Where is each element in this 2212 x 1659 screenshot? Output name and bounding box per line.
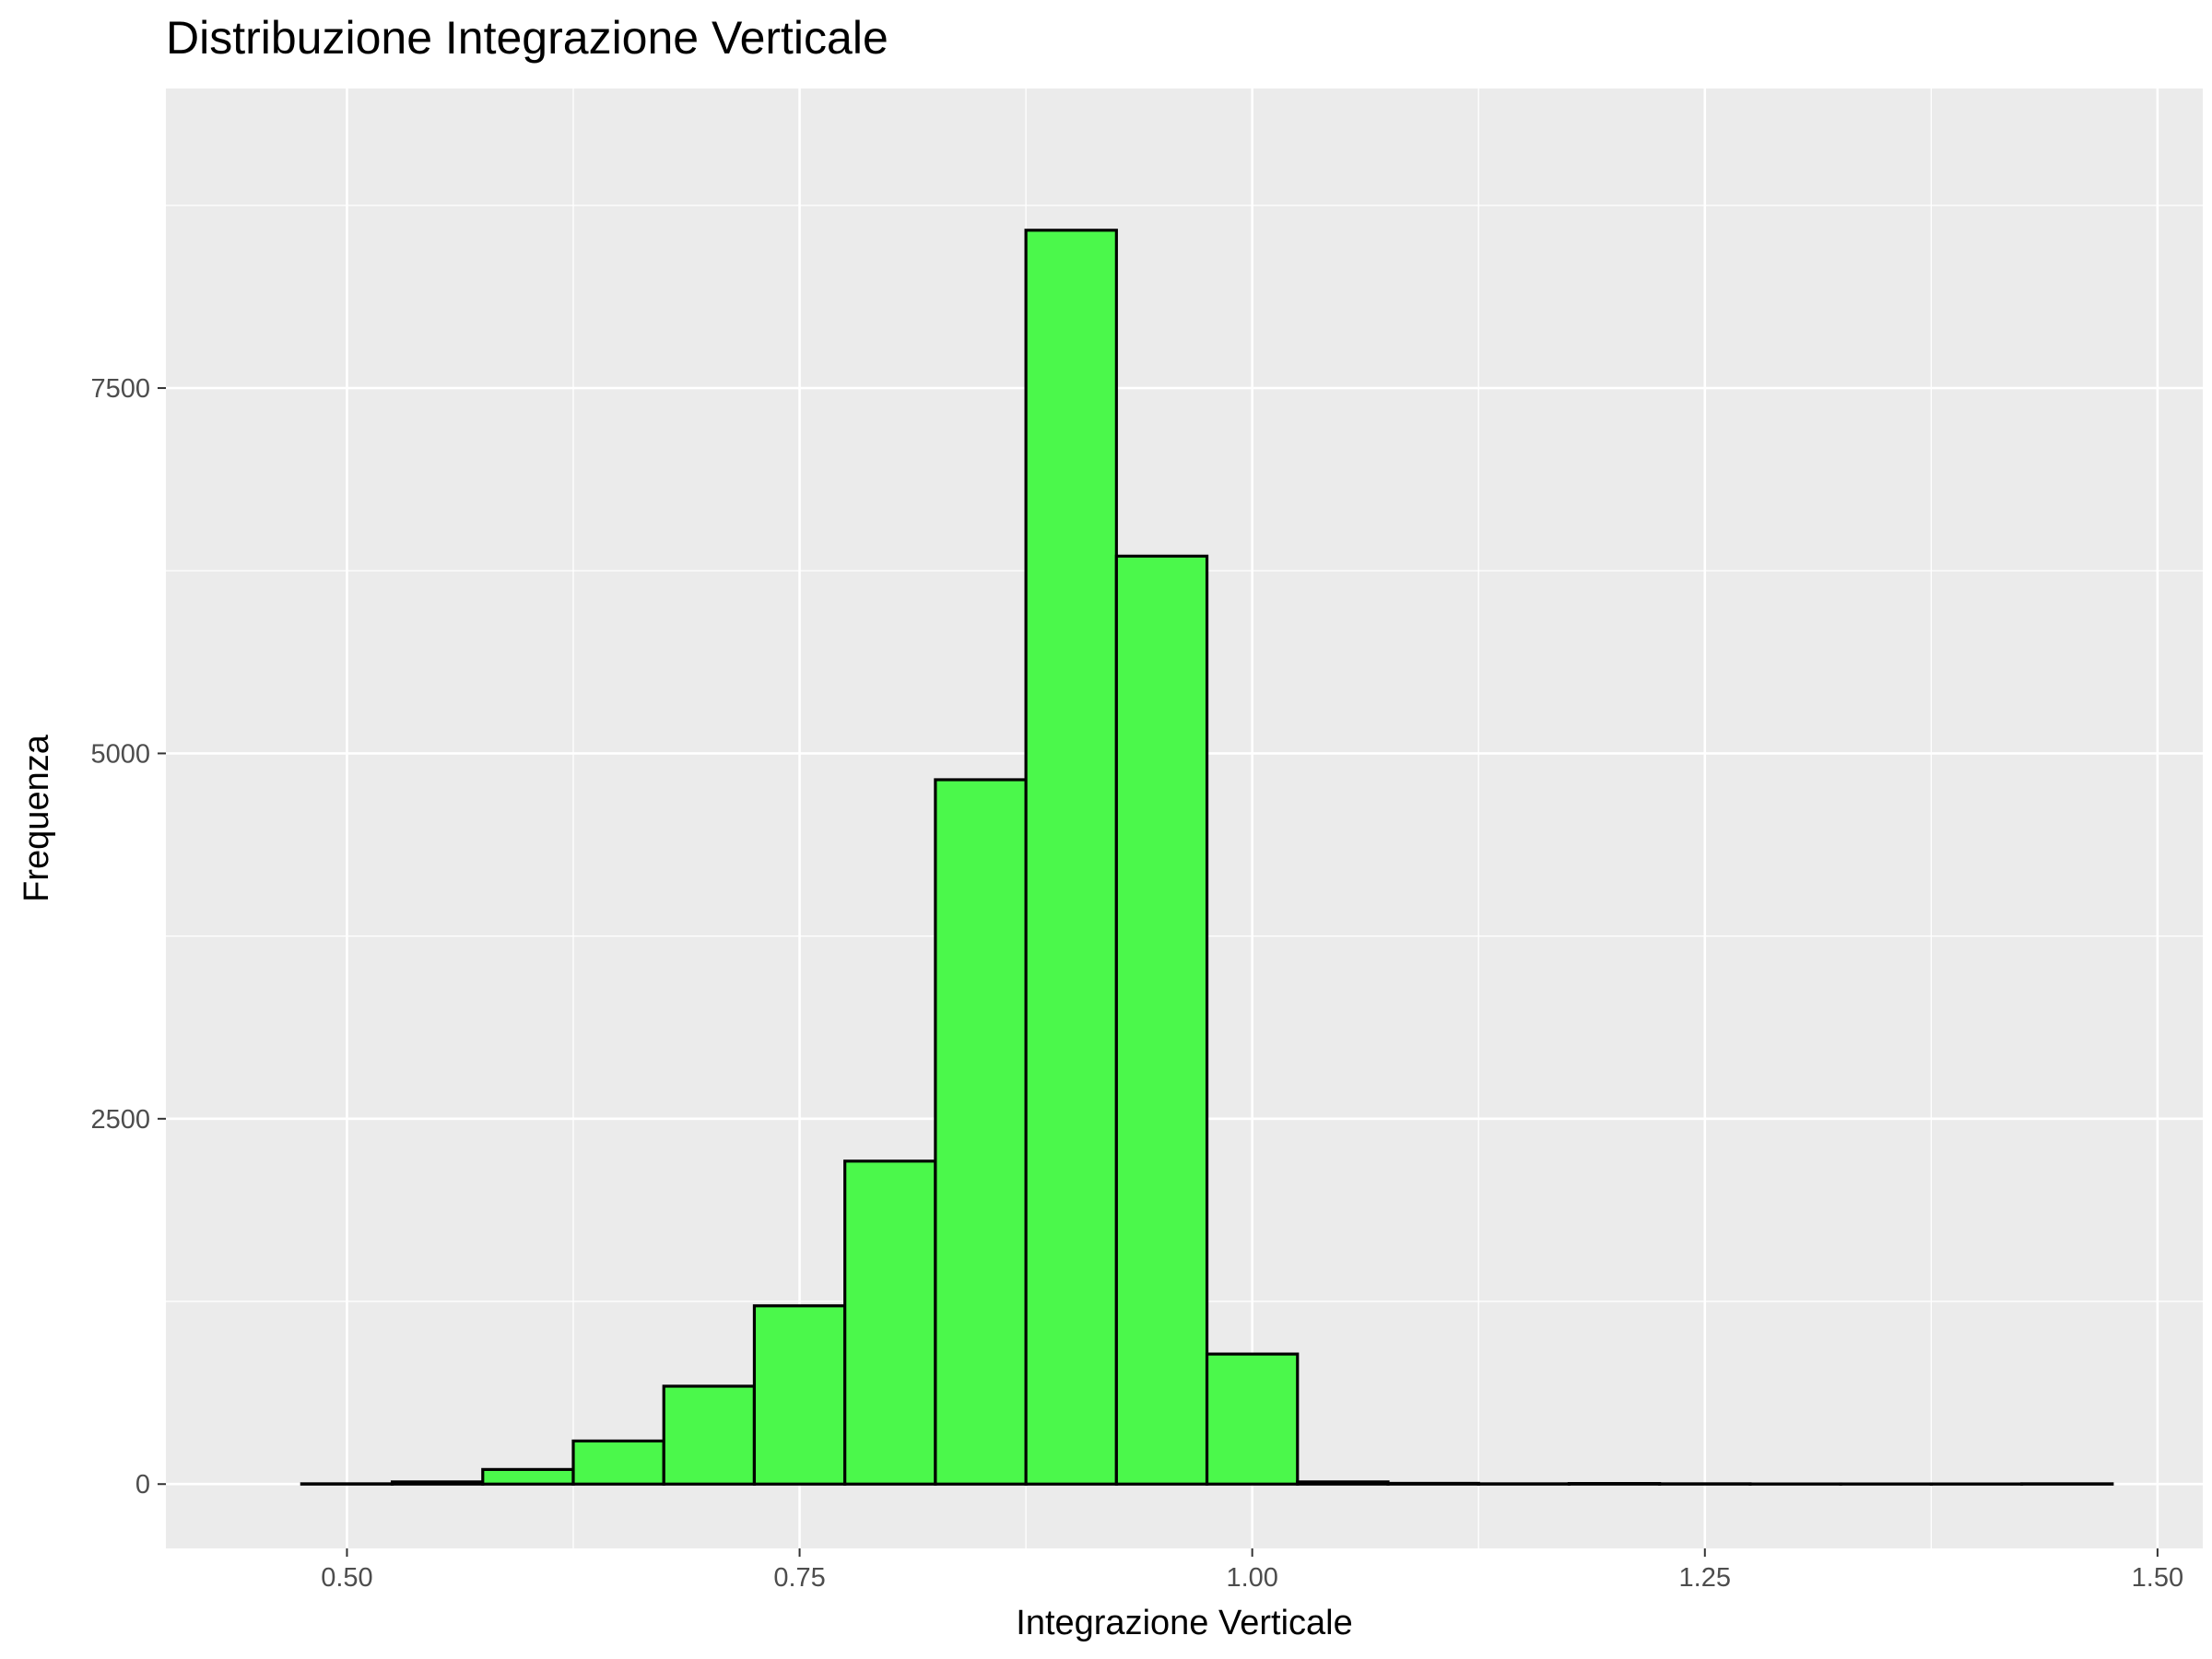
y-tick-labels: 0 2500 5000 7500	[90, 374, 150, 1500]
x-tick-label: 1.50	[2132, 1563, 2183, 1593]
histogram-bar	[390, 1480, 485, 1486]
x-tick-labels: 0.50 0.75 1.00 1.25 1.50	[321, 1563, 2183, 1593]
histogram-bar	[1205, 1352, 1300, 1486]
histogram-bar	[843, 1159, 937, 1486]
y-tick-label: 5000	[90, 739, 150, 769]
x-tick-label: 1.00	[1226, 1563, 1277, 1593]
histogram-bar	[752, 1304, 847, 1486]
axis-ticks	[158, 387, 2159, 1557]
histogram-bar	[934, 778, 1028, 1486]
x-axis-title: Integrazione Verticale	[1016, 1604, 1352, 1642]
y-axis-title: Frequenza	[18, 734, 56, 902]
histogram-bar	[1386, 1481, 1480, 1486]
x-tick-label: 0.50	[321, 1563, 372, 1593]
y-tick-label: 0	[135, 1470, 150, 1500]
y-tick-label: 2500	[90, 1105, 150, 1135]
histogram-bar	[1296, 1480, 1390, 1486]
x-tick-label: 1.25	[1679, 1563, 1731, 1593]
histogram-bar	[481, 1467, 575, 1486]
histogram-bar	[662, 1384, 757, 1486]
histogram-bar	[1567, 1481, 1662, 1486]
chart-title: Distribuzione Integrazione Verticale	[166, 12, 888, 64]
histogram-bar	[1114, 554, 1209, 1486]
x-tick-label: 0.75	[773, 1563, 825, 1593]
histogram-bar	[571, 1439, 665, 1486]
bars	[300, 229, 2114, 1486]
histogram-bar	[1024, 229, 1118, 1486]
y-tick-label: 7500	[90, 374, 150, 404]
